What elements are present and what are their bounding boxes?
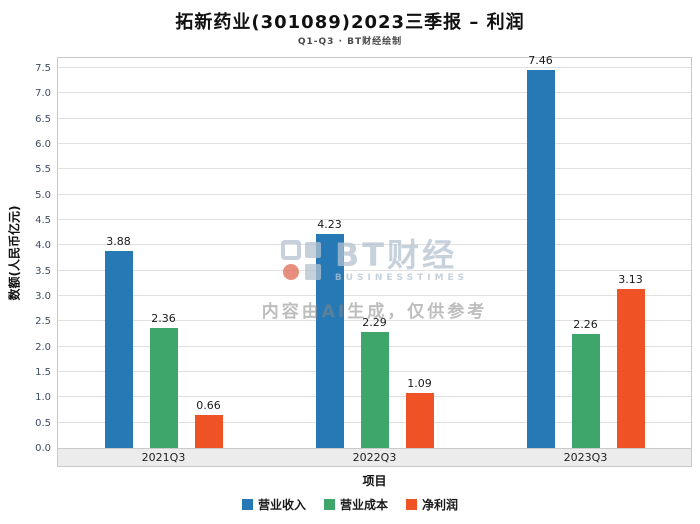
- y-tick-label: 0.5: [35, 417, 51, 429]
- y-tick-label: 7.5: [35, 63, 51, 75]
- y-tick-label: 1.0: [35, 392, 51, 404]
- gridline: [58, 219, 691, 221]
- legend-label: 营业成本: [339, 498, 388, 512]
- plot-area: 3.88 2.36 0.66 4.23 2.29 1.09 7.46 2.26 3.13: [57, 54, 692, 449]
- bar-净利润-2023Q3: [616, 289, 645, 448]
- legend-label: 净利润: [422, 498, 459, 512]
- bar-value-label: 2.26: [573, 317, 598, 331]
- gridline: [58, 117, 691, 119]
- bar-净利润-2022Q3: [405, 392, 434, 448]
- gridline: [58, 193, 691, 195]
- bar-营业成本-2022Q3: [360, 332, 389, 448]
- bar-value-label: 3.88: [106, 235, 131, 249]
- chart-title: 拓新药业(301089)2023三季报 – 利润: [175, 12, 525, 33]
- bar-value-label: 7.46: [528, 54, 553, 68]
- bar-营业收入-2022Q3: [315, 233, 344, 448]
- chart-subtitle: Q1-Q3 · BT财经绘制: [297, 37, 403, 47]
- x-category-label: 2021Q3: [141, 451, 186, 464]
- x-category-label: 2023Q3: [563, 451, 608, 464]
- bar-value-label: 4.23: [317, 217, 342, 231]
- legend-item-净利润: 净利润: [406, 496, 458, 513]
- legend-swatch: [406, 499, 417, 510]
- legend: 营业收入 营业成本 净利润: [0, 496, 700, 513]
- bar-净利润-2021Q3: [194, 414, 223, 448]
- bar-营业成本-2021Q3: [149, 328, 178, 448]
- bar-营业收入-2023Q3: [526, 70, 555, 448]
- legend-swatch: [323, 499, 335, 510]
- y-tick-label: 1.5: [35, 367, 51, 379]
- bar-value-label: 2.29: [362, 316, 387, 330]
- bar-value-label: 2.36: [151, 312, 176, 326]
- gridline: [58, 269, 691, 271]
- y-tick-label: 6.5: [35, 113, 51, 125]
- gridline: [58, 143, 691, 145]
- bar-value-label: 0.66: [196, 398, 221, 412]
- y-tick-label: 4.0: [35, 240, 51, 252]
- gridline: [58, 244, 691, 246]
- bar-营业成本-2023Q3: [571, 333, 600, 448]
- bar-value-label: 3.13: [618, 273, 643, 287]
- legend-item-营业收入: 营业收入: [241, 496, 306, 513]
- legend-swatch: [241, 499, 253, 510]
- gridline: [58, 168, 691, 170]
- y-tick-label: 4.5: [35, 215, 51, 227]
- y-axis-ticks: 0.0 0.5 1.0 1.5 2.0 2.5 3.0 3.5 4.0 4.5 5.0 5.5 6.0 6…: [0, 57, 51, 454]
- legend-item-营业成本: 营业成本: [323, 496, 388, 513]
- y-tick-label: 2.5: [35, 316, 51, 328]
- y-tick-label: 5.0: [35, 189, 51, 201]
- y-tick-label: 7.0: [35, 88, 51, 100]
- y-tick-label: 3.0: [35, 291, 51, 303]
- x-axis-title: 项目: [362, 474, 387, 488]
- gridline: [58, 295, 691, 297]
- y-tick-label: 5.5: [35, 164, 51, 176]
- gridline: [58, 92, 691, 94]
- y-tick-label: 2.0: [35, 341, 51, 353]
- y-tick-label: 3.5: [35, 265, 51, 277]
- legend-label: 营业收入: [257, 498, 306, 512]
- y-tick-label: 0.0: [35, 443, 51, 454]
- x-category-label: 2022Q3: [352, 451, 397, 464]
- bar-value-label: 1.09: [407, 376, 432, 390]
- gridline: [58, 320, 691, 322]
- gridline: [58, 67, 691, 69]
- x-axis-band: 2021Q3 2022Q3 2023Q3: [57, 449, 692, 467]
- y-tick-label: 6.0: [35, 139, 51, 151]
- bar-营业收入-2021Q3: [104, 251, 133, 448]
